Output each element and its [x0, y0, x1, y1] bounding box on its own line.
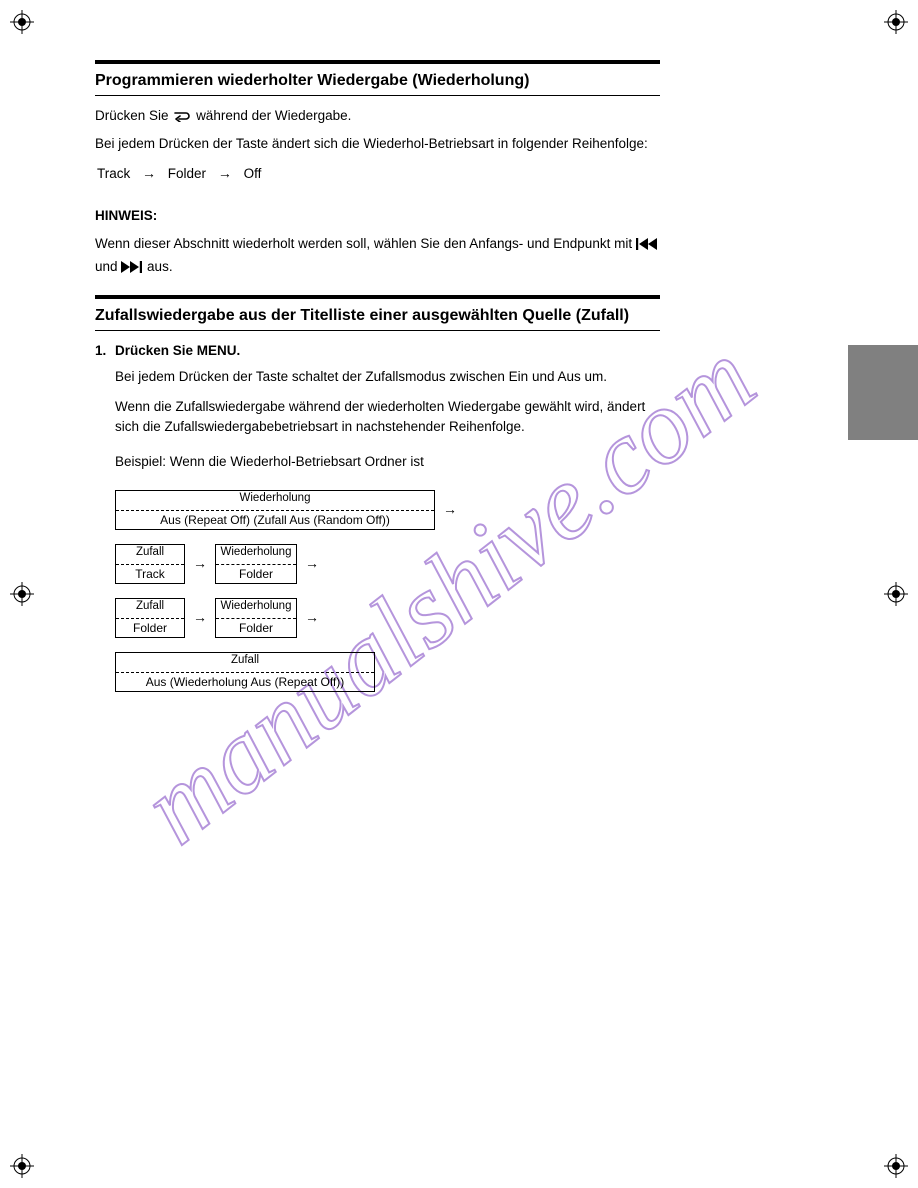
- seq-box-bot: Folder: [116, 617, 184, 636]
- section-title-repeat: Programmieren wiederholter Wiedergabe (W…: [95, 71, 660, 91]
- text: Beispiel: Wenn die Wiederhol-Betriebsart…: [115, 452, 660, 472]
- seq-box-top: Zufall: [116, 599, 184, 618]
- note-label: HINWEIS:: [95, 208, 157, 223]
- seq-box: Wiederholung Aus (Repeat Off) (Zufall Au…: [115, 490, 435, 530]
- seq-box-top: Wiederholung: [116, 491, 434, 510]
- seq-box-bot: Aus (Wiederholung Aus (Repeat Off)): [116, 671, 374, 690]
- seq-item: Off: [244, 166, 262, 181]
- section2-body: 1. Drücken Sie MENU. Bei jedem Drücken d…: [95, 341, 660, 692]
- divider-thin: [95, 330, 660, 331]
- seq-box: Zufall Aus (Wiederholung Aus (Repeat Off…: [115, 652, 375, 692]
- seq-box: Wiederholung Folder: [215, 598, 297, 638]
- section1-body: Drücken Sie während der Wiedergabe. Bei …: [95, 106, 660, 281]
- seq-box-bot: Folder: [216, 617, 296, 636]
- next-track-icon: [121, 260, 143, 280]
- seq-box: Zufall Folder: [115, 598, 185, 638]
- divider-thick: [95, 60, 660, 64]
- seq-box: Zufall Track: [115, 544, 185, 584]
- step-number: 1.: [95, 341, 115, 692]
- text: Drücken Sie: [95, 108, 172, 123]
- arrow-icon: →: [305, 554, 319, 573]
- page-content: Programmieren wiederholter Wiedergabe (W…: [95, 60, 660, 692]
- section-title-random: Zufallswiedergabe aus der Titelliste ein…: [95, 306, 660, 326]
- divider-thick: [95, 295, 660, 299]
- arrow-icon: →: [218, 165, 232, 181]
- crop-mark-tr: [884, 10, 908, 34]
- seq-box-top: Wiederholung: [216, 545, 296, 564]
- seq-item: Folder: [168, 166, 206, 181]
- seq-box-top: Zufall: [116, 545, 184, 564]
- seq-box-bot: Track: [116, 563, 184, 582]
- text: Wenn die Zufallswiedergabe während der w…: [115, 397, 660, 438]
- crop-mark-mr: [884, 582, 908, 606]
- arrow-icon: →: [193, 608, 207, 627]
- arrow-icon: →: [193, 554, 207, 573]
- sequence-diagram: Wiederholung Aus (Repeat Off) (Zufall Au…: [115, 490, 660, 692]
- step-text: Drücken Sie MENU.: [115, 343, 240, 358]
- prev-track-icon: [636, 237, 658, 257]
- note-text: und: [95, 259, 121, 274]
- arrow-icon: →: [305, 608, 319, 627]
- crop-mark-tl: [10, 10, 34, 34]
- seq-box-bot: Folder: [216, 563, 296, 582]
- seq-item: Track: [97, 166, 130, 181]
- seq-box-bot: Aus (Repeat Off) (Zufall Aus (Random Off…: [116, 509, 434, 528]
- side-tab: [848, 345, 918, 440]
- crop-mark-bl: [10, 1154, 34, 1178]
- text: während der Wiedergabe.: [196, 108, 351, 123]
- arrow-icon: →: [443, 500, 457, 519]
- text: Bei jedem Drücken der Taste ändert sich …: [95, 136, 648, 151]
- note-text: aus.: [147, 259, 173, 274]
- seq-box: Wiederholung Folder: [215, 544, 297, 584]
- divider-thin: [95, 95, 660, 96]
- seq-box-top: Zufall: [116, 653, 374, 672]
- repeat-icon: [172, 108, 192, 121]
- arrow-icon: →: [142, 165, 156, 181]
- note-text: Wenn dieser Abschnitt wiederholt werden …: [95, 236, 636, 251]
- crop-mark-ml: [10, 582, 34, 606]
- text: Bei jedem Drücken der Taste schaltet der…: [115, 367, 660, 387]
- crop-mark-br: [884, 1154, 908, 1178]
- seq-box-top: Wiederholung: [216, 599, 296, 618]
